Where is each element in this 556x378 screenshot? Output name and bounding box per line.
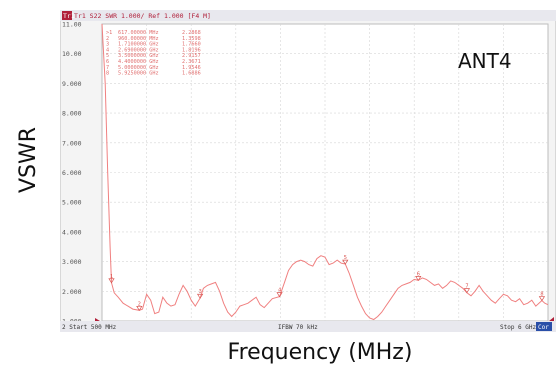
y-axis-label: VSWR <box>15 126 41 194</box>
marker-point <box>463 288 471 294</box>
marker-value: 1.7660 <box>182 42 201 48</box>
trace-badge: Tr1 <box>63 12 75 20</box>
marker-point <box>136 305 143 311</box>
marker-value: 2.9157 <box>182 53 201 59</box>
y-tick-label: 10.00 <box>62 50 82 58</box>
marker-number: 1 <box>110 274 113 280</box>
y-tick-label: 9.000 <box>62 80 82 88</box>
marker-id: 8 <box>106 71 109 77</box>
marker-point <box>196 293 204 299</box>
y-tick-label: 6.000 <box>62 169 82 177</box>
vswr-chart: Tr1 Tr1 S22 SWR 1.000/ Ref 1.000 [F4 M] … <box>60 10 556 332</box>
y-tick-label: 7.000 <box>62 139 82 147</box>
marker-id: 6 <box>106 59 109 65</box>
y-tick-label: 5.000 <box>62 199 82 207</box>
marker-id: 3 <box>106 42 109 48</box>
marker-table: >1 617.00000 MHz 2.2868 2 960.00000 MHz 1.359… <box>106 30 201 77</box>
marker-number: 6 <box>417 271 420 277</box>
marker-value: 1.3598 <box>182 36 201 42</box>
marker-number: 4 <box>278 288 281 294</box>
marker-id: 7 <box>106 65 109 71</box>
marker-freq: 5.0000000 GHz <box>118 65 159 71</box>
y-tick-label: 4.000 <box>62 228 82 236</box>
marker-number: 3 <box>199 289 202 295</box>
marker-value: 2.2868 <box>182 30 201 36</box>
x-axis-label: Frequency (MHz) <box>227 340 413 365</box>
marker-point <box>538 296 546 302</box>
marker-value: 2.3671 <box>182 59 201 65</box>
marker-id: 2 <box>106 36 109 42</box>
footer-start: 2 Start 500 MHz <box>62 324 117 331</box>
y-tick-label: 2.000 <box>62 288 82 296</box>
marker-point <box>415 276 422 282</box>
chart-header: Tr1 S22 SWR 1.000/ Ref 1.000 [F4 M] <box>74 12 211 20</box>
footer-badge: Cor <box>538 324 549 331</box>
marker-freq: 960.00000 MHz <box>118 36 159 42</box>
vswr-trace <box>101 23 549 321</box>
footer-stop: Stop 6 GHz <box>500 324 537 331</box>
marker-freq: 1.7100000 GHz <box>118 42 159 48</box>
marker-number: 2 <box>138 301 141 307</box>
marker-freq: 617.00000 MHz <box>118 30 159 36</box>
marker-number: 5 <box>344 255 347 261</box>
marker-value: 1.8196 <box>182 47 201 53</box>
marker-value: 1.6886 <box>182 71 201 77</box>
grid <box>102 24 548 321</box>
marker-freq: 5.9250000 GHz <box>118 71 159 77</box>
marker-id: 4 <box>106 47 109 53</box>
marker-point <box>276 292 283 298</box>
marker-point <box>108 278 115 284</box>
y-tick-label: 3.000 <box>62 258 82 266</box>
marker-id: 5 <box>106 53 109 59</box>
footer-ifbw: IFBW 70 kHz <box>278 324 318 331</box>
marker-value: 1.9546 <box>182 65 201 71</box>
marker-point <box>342 259 349 265</box>
antenna-label: ANT4 <box>458 49 512 73</box>
marker-freq: 4.4000000 GHz <box>118 59 159 65</box>
y-tick-label: 11.00 <box>62 21 82 29</box>
trace-badge-bg <box>62 11 72 20</box>
marker-number: 7 <box>465 284 468 290</box>
marker-freq: 3.5000000 GHz <box>118 53 159 59</box>
marker-id: >1 <box>106 30 112 36</box>
marker-freq: 2.6900000 GHz <box>118 47 159 53</box>
marker-number: 8 <box>540 292 543 298</box>
y-tick-label: 8.000 <box>62 110 82 118</box>
